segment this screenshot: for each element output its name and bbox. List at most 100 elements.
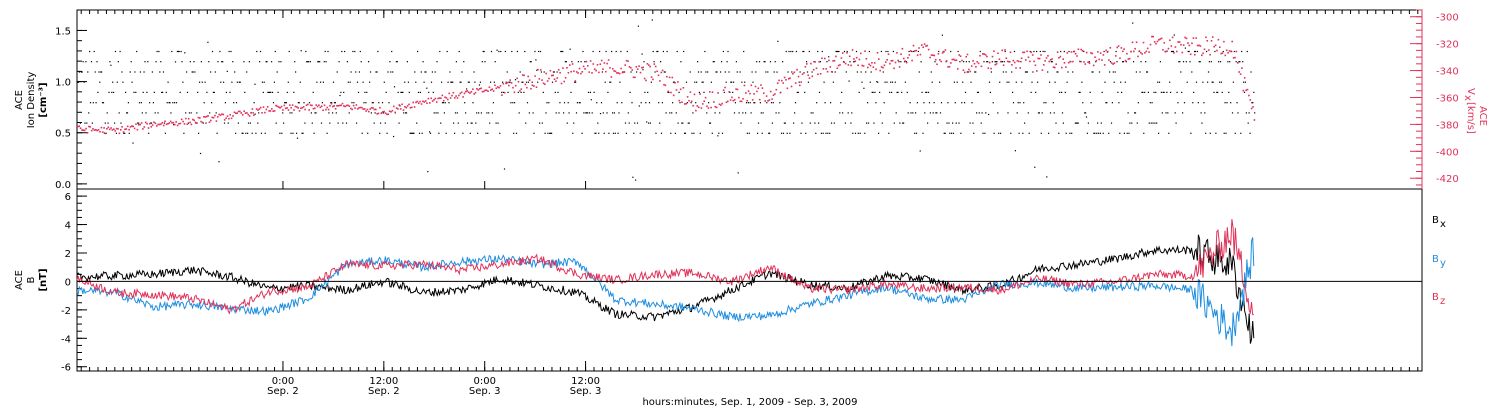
vx-point [276, 105, 279, 108]
vx-point [1212, 36, 1214, 38]
density-point [1122, 61, 1125, 63]
density-point [746, 132, 748, 134]
density-point [188, 112, 190, 114]
density-point [891, 91, 893, 93]
vx-point [262, 106, 265, 108]
density-point [223, 81, 225, 83]
density-point [950, 50, 952, 53]
vx-point [182, 120, 184, 123]
vx-point [233, 111, 236, 114]
density-point [1106, 102, 1108, 104]
b-field-series [76, 219, 1255, 347]
density-point [199, 152, 202, 155]
vx-point [790, 85, 793, 88]
density-point [351, 102, 353, 104]
density-point [548, 102, 550, 104]
vx-point [939, 59, 941, 61]
vx-point [797, 75, 800, 78]
density-point [660, 61, 662, 63]
vx-point [788, 78, 790, 80]
density-point [625, 132, 627, 134]
density-point [152, 102, 154, 104]
vx-point [593, 68, 596, 70]
vx-point [830, 71, 833, 73]
density-point [604, 81, 606, 83]
x-tick-time: 12:00 [571, 376, 600, 387]
vx-point [602, 68, 604, 70]
density-point [287, 81, 289, 83]
density-point [1205, 132, 1207, 134]
b-label-line-1: ACE [14, 270, 25, 290]
density-point [456, 112, 458, 114]
vx-point [115, 127, 118, 130]
density-point [1235, 61, 1237, 63]
vx-point [746, 99, 748, 102]
vx-point [131, 125, 133, 127]
density-point [967, 71, 969, 73]
vx-point [314, 107, 316, 110]
density-point [988, 113, 990, 116]
density-point [626, 50, 628, 53]
vx-point [467, 91, 470, 93]
density-point [1010, 132, 1012, 134]
density-point [930, 71, 932, 73]
vx-point [1152, 35, 1154, 38]
density-point [96, 61, 98, 63]
density-point [227, 122, 229, 124]
vx-point [275, 104, 277, 107]
density-point [577, 61, 579, 63]
density-point [736, 71, 738, 73]
density-point [309, 61, 311, 63]
b-series-bx [76, 234, 1255, 344]
vx-point [366, 108, 369, 111]
density-point [794, 102, 797, 104]
density-point [1020, 61, 1022, 63]
density-point [1085, 116, 1088, 118]
density-point [934, 61, 936, 63]
density-point [529, 61, 531, 63]
vx-point [149, 122, 151, 125]
vx-point [524, 83, 527, 86]
vx-point [1065, 66, 1067, 68]
density-point [977, 91, 979, 93]
density-point [685, 81, 688, 83]
density-point [671, 112, 673, 114]
density-point [518, 112, 520, 114]
density-point [809, 122, 811, 124]
density-point [1006, 81, 1008, 83]
vx-point [1173, 52, 1175, 54]
b-tick-label: 6 [65, 192, 71, 203]
vx-point [951, 58, 954, 61]
vx-point [474, 91, 477, 94]
vx-point [151, 124, 154, 126]
density-point [245, 132, 247, 134]
vx-point [505, 82, 507, 85]
density-point [618, 112, 620, 114]
density-point [429, 132, 432, 134]
density-tick-label: 1.5 [55, 26, 71, 37]
density-point [345, 122, 348, 124]
density-point [575, 81, 577, 83]
vx-point [891, 59, 894, 62]
density-point [300, 50, 302, 52]
density-point [200, 61, 202, 63]
vx-point [639, 71, 642, 74]
vx-point [758, 98, 761, 101]
vx-point [1188, 44, 1191, 47]
vx-point [851, 49, 854, 51]
density-point [783, 122, 785, 124]
density-point [955, 122, 957, 124]
density-point [620, 50, 622, 53]
density-point [306, 61, 308, 63]
vx-point [613, 70, 615, 72]
vx-point [1016, 60, 1019, 62]
vx-point [772, 94, 775, 96]
vx-point [546, 80, 549, 82]
density-point [740, 122, 742, 124]
density-point [1253, 91, 1255, 93]
vx-point [477, 89, 480, 91]
density-point [943, 132, 945, 134]
density-point [571, 61, 573, 63]
density-point [475, 122, 477, 124]
vx-point [696, 105, 699, 107]
